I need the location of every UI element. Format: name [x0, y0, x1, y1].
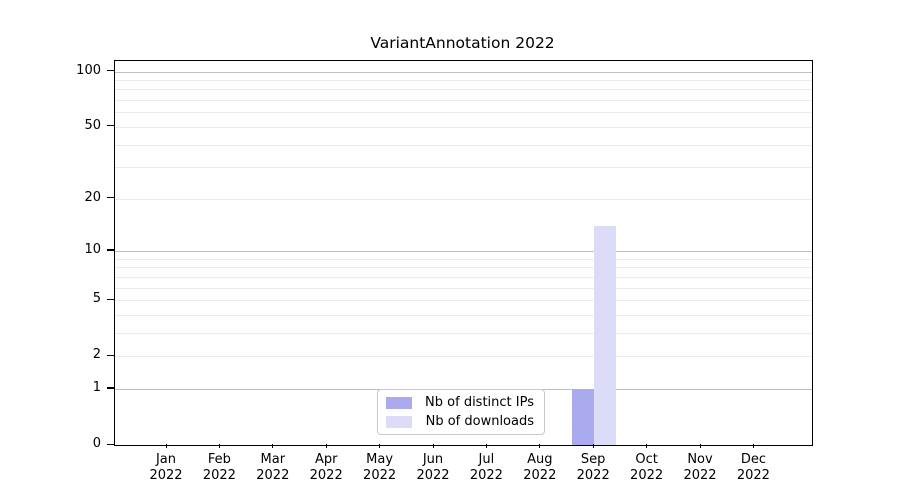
x-tick — [272, 444, 274, 448]
x-tick-label: Aug 2022 — [508, 452, 572, 484]
bar-downloads — [594, 225, 617, 445]
x-tick — [752, 444, 755, 448]
x-tick — [432, 444, 434, 448]
x-tick-label: Oct 2022 — [615, 452, 679, 484]
x-tick-label-year: 2022 — [256, 468, 290, 483]
legend: Nb of distinct IPs Nb of downloads — [377, 389, 545, 435]
chart-title: VariantAnnotation 2022 — [370, 34, 555, 52]
h-gridline-minor — [115, 126, 812, 128]
h-gridline-minor — [115, 112, 812, 114]
x-tick-label: Mar 2022 — [241, 452, 305, 484]
y-tick-label: 0 — [92, 436, 101, 451]
x-tick-label: Jan 2022 — [134, 452, 198, 484]
y-tick-label: 20 — [84, 189, 101, 205]
x-tick-label: Feb 2022 — [187, 452, 251, 484]
h-gridline-minor — [115, 198, 812, 200]
x-tick — [165, 444, 167, 448]
x-tick — [646, 444, 648, 448]
x-tick-label: Jun 2022 — [401, 452, 465, 484]
x-tick-label-year: 2022 — [469, 468, 503, 483]
x-tick — [699, 444, 701, 448]
y-tick — [107, 387, 114, 389]
x-tick-label-year: 2022 — [202, 468, 236, 483]
x-tick-label-year: 2022 — [363, 468, 397, 483]
x-tick — [218, 444, 221, 448]
y-tick — [107, 443, 114, 445]
legend-swatch-downloads — [386, 415, 412, 428]
y-tick-label: 1 — [92, 379, 101, 395]
x-tick — [485, 444, 488, 448]
h-gridline-minor — [115, 267, 812, 269]
h-gridline-minor — [115, 89, 812, 91]
y-tick-label: 100 — [76, 62, 101, 78]
x-tick — [379, 444, 381, 448]
x-tick-label-year: 2022 — [523, 468, 557, 483]
h-gridline-minor — [115, 356, 812, 358]
x-tick-label-year: 2022 — [149, 468, 183, 483]
y-tick — [107, 354, 114, 356]
x-tick — [325, 444, 327, 448]
x-tick-label-month: May — [366, 452, 394, 467]
y-tick-label: 10 — [84, 241, 101, 257]
x-tick-label: Dec 2022 — [721, 452, 785, 484]
h-gridline-major — [115, 250, 812, 252]
x-tick-label-month: Feb — [207, 452, 231, 467]
x-tick-label-month: Jul — [478, 452, 495, 467]
legend-swatch-distinct-ips — [386, 396, 412, 409]
x-tick-label: Sep 2022 — [561, 452, 625, 484]
h-gridline-minor — [115, 276, 812, 278]
y-tick — [107, 197, 114, 199]
x-tick-label-year: 2022 — [736, 468, 770, 483]
x-tick-label: Apr 2022 — [294, 452, 358, 484]
x-tick-label: Jul 2022 — [454, 452, 518, 484]
legend-item-distinct-ips: Nb of distinct IPs — [386, 395, 534, 410]
x-tick-label-month: Apr — [314, 452, 338, 467]
h-gridline-major — [115, 71, 812, 73]
bar-distinct-ips — [572, 388, 595, 445]
plot-area — [114, 60, 813, 446]
y-tick-label: 50 — [84, 117, 101, 133]
h-gridline-minor — [115, 79, 812, 81]
h-gridline-minor — [115, 287, 812, 289]
x-tick-label-year: 2022 — [309, 468, 343, 483]
x-tick-label-month: Mar — [260, 452, 286, 467]
x-tick — [592, 444, 594, 448]
h-gridline-minor — [115, 144, 812, 146]
y-tick — [107, 70, 114, 72]
x-tick — [539, 444, 541, 448]
h-gridline-minor — [115, 167, 812, 169]
h-gridline-minor — [115, 300, 812, 301]
x-tick-label-year: 2022 — [683, 468, 717, 483]
y-tick-label: 5 — [92, 291, 101, 306]
h-gridline-minor — [115, 100, 812, 101]
y-tick — [107, 125, 114, 127]
h-gridline-minor — [115, 314, 812, 316]
x-tick-label-month: Jun — [422, 452, 444, 467]
y-tick — [107, 298, 114, 300]
y-tick — [107, 249, 114, 251]
x-tick-label-month: Aug — [527, 452, 553, 467]
h-gridline-minor — [115, 332, 812, 334]
x-tick-label: Nov 2022 — [668, 452, 732, 484]
h-gridline-minor — [115, 258, 812, 260]
x-tick-label-month: Jan — [155, 452, 177, 467]
x-tick-label-month: Sep — [580, 452, 606, 467]
y-tick-label: 2 — [92, 347, 101, 363]
x-tick-label-month: Nov — [687, 452, 713, 467]
x-tick-label-month: Dec — [740, 452, 766, 467]
legend-label-distinct-ips: Nb of distinct IPs — [425, 395, 534, 410]
x-tick-label: May 2022 — [348, 452, 412, 484]
x-tick-label-year: 2022 — [576, 468, 610, 483]
legend-item-downloads: Nb of downloads — [386, 414, 534, 429]
x-tick-label-month: Oct — [635, 452, 658, 467]
legend-label-downloads: Nb of downloads — [425, 414, 534, 429]
x-tick-label-year: 2022 — [416, 468, 450, 483]
x-tick-label-year: 2022 — [630, 468, 664, 483]
